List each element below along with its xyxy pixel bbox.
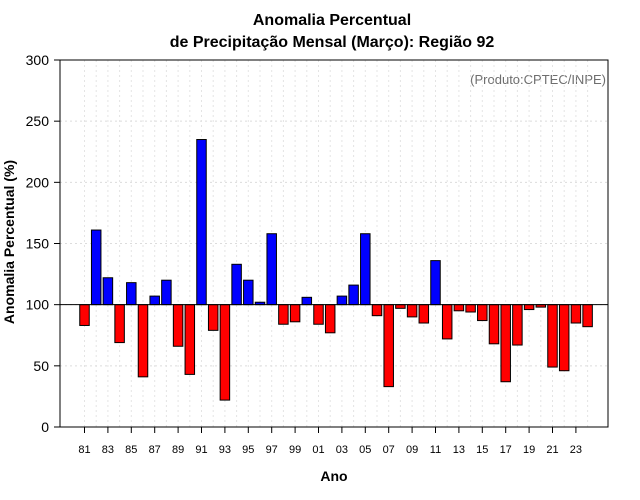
x-tick-label: 21 — [546, 444, 558, 456]
bar-02 — [324, 304, 336, 334]
bar-91 — [196, 139, 207, 306]
x-tick-label: 83 — [102, 444, 114, 456]
y-ticks: 0 50 100 150 200 250 300 — [26, 52, 60, 435]
bars — [79, 139, 593, 401]
x-tick-label: 93 — [219, 444, 231, 456]
y-tick-label: 250 — [26, 113, 50, 129]
x-tick-label: 11 — [430, 444, 441, 456]
bar-08 — [395, 304, 406, 309]
x-tick-label: 03 — [336, 444, 348, 456]
x-tick-label: 09 — [406, 444, 418, 456]
bar-85 — [126, 282, 137, 306]
x-tick-label: 87 — [149, 444, 161, 456]
bar-94 — [231, 263, 242, 306]
bar-97 — [266, 233, 277, 306]
bar-13 — [453, 304, 465, 312]
bar-17 — [500, 304, 511, 383]
bar-11 — [430, 260, 441, 306]
bar-93 — [219, 304, 231, 401]
bar-19 — [523, 304, 535, 311]
bar-86 — [137, 304, 149, 378]
bar-10 — [418, 304, 430, 324]
x-tick-label: 23 — [570, 444, 582, 456]
bar-18 — [512, 304, 523, 346]
x-axis-label: Ano — [320, 468, 347, 484]
bar-05 — [360, 233, 371, 306]
y-axis-label: Anomalia Percentual (%) — [1, 160, 17, 324]
x-tick-label: 15 — [476, 444, 488, 456]
x-tick-label: 17 — [500, 444, 512, 456]
plot-frame — [59, 59, 609, 428]
x-tick-label: 01 — [312, 444, 324, 456]
bar-22 — [558, 304, 570, 372]
bar-01 — [313, 304, 324, 325]
bar-99 — [289, 304, 301, 323]
bar-81 — [79, 304, 90, 326]
x-tick-label: 85 — [125, 444, 137, 456]
x-tick-label: 89 — [172, 444, 184, 456]
bar-04 — [348, 284, 359, 306]
x-tick-label: 95 — [242, 444, 254, 456]
bar-88 — [161, 279, 172, 306]
y-tick-label: 100 — [26, 297, 50, 313]
y-tick-label: 0 — [41, 419, 49, 435]
x-tick-label: 05 — [359, 444, 371, 456]
bar-87 — [149, 295, 160, 306]
bar-92 — [207, 304, 219, 331]
bar-24 — [582, 304, 593, 328]
bar-90 — [184, 304, 196, 375]
y-tick-label: 150 — [26, 236, 50, 252]
x-ticks: 81 83 85 87 89 91 93 95 97 99 01 03 05 07 09 11 13 15 17 19… — [78, 427, 582, 456]
bar-14 — [465, 304, 476, 313]
x-tick-label: 81 — [78, 444, 90, 456]
bar-09 — [406, 304, 418, 318]
bar-95 — [243, 279, 254, 306]
bar-07 — [383, 304, 394, 388]
chart-title: Anomalia Percentual — [253, 12, 411, 29]
bar-03 — [336, 295, 348, 306]
x-tick-label: 91 — [195, 444, 207, 456]
bar-16 — [488, 304, 500, 345]
y-tick-label: 50 — [33, 358, 49, 374]
bar-23 — [570, 304, 582, 324]
y-tick-label: 300 — [26, 52, 50, 68]
x-tick-label: 99 — [289, 444, 301, 456]
chart-subtitle: de Precipitação Mensal (Março): Região 9… — [170, 34, 495, 51]
bar-12 — [441, 304, 453, 340]
y-tick-label: 200 — [26, 174, 50, 190]
source-annotation: (Produto:CPTEC/INPE) — [470, 72, 606, 87]
x-tick-label: 07 — [383, 444, 395, 456]
bar-15 — [477, 304, 488, 322]
bar-83 — [102, 277, 114, 306]
x-tick-label: 97 — [266, 444, 278, 456]
bar-82 — [90, 229, 102, 306]
bar-98 — [278, 304, 289, 325]
bar-06 — [371, 304, 383, 317]
x-tick-label: 19 — [523, 444, 535, 456]
bar-21 — [547, 304, 558, 368]
bar-84 — [114, 304, 125, 344]
x-tick-label: 13 — [453, 444, 465, 456]
bar-00 — [301, 296, 313, 306]
bar-89 — [172, 304, 184, 347]
